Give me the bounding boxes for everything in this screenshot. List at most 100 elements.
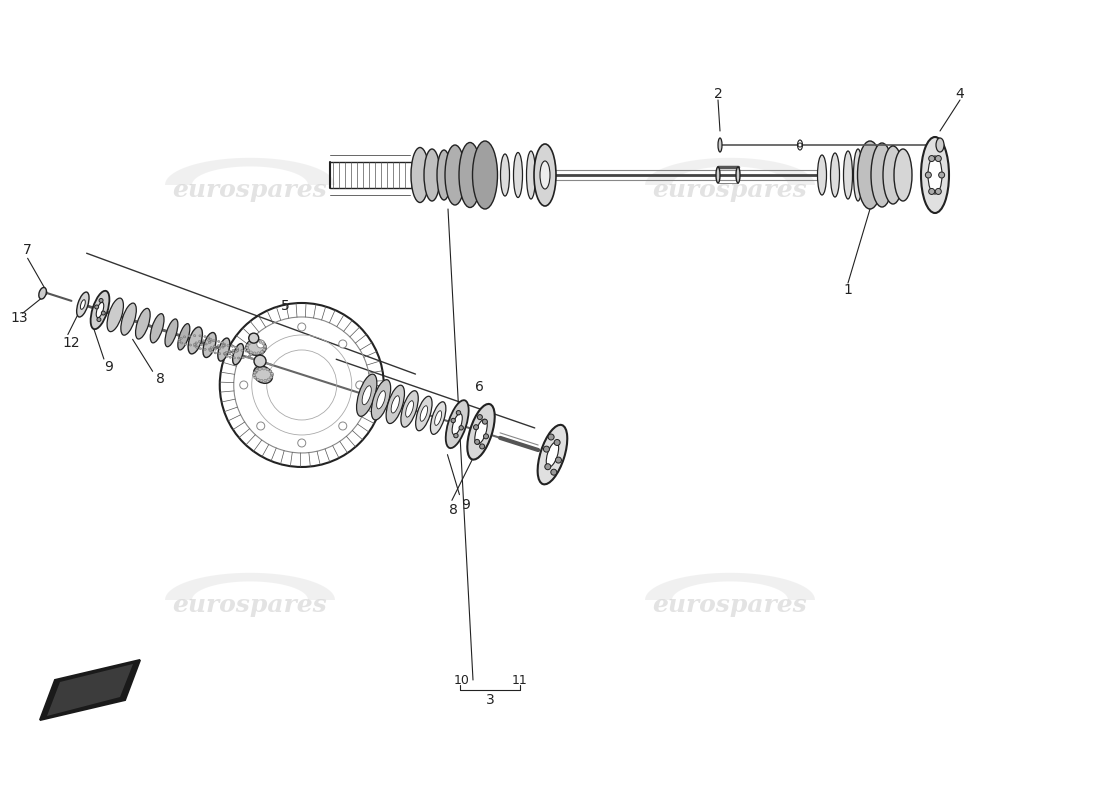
Circle shape [240, 381, 248, 389]
Polygon shape [165, 573, 336, 600]
Ellipse shape [224, 354, 227, 356]
Ellipse shape [844, 151, 852, 199]
Ellipse shape [194, 345, 196, 347]
Ellipse shape [96, 302, 103, 318]
Ellipse shape [208, 339, 210, 342]
Ellipse shape [255, 340, 258, 342]
Text: eurospares: eurospares [652, 593, 807, 617]
Circle shape [339, 340, 346, 348]
Circle shape [925, 172, 932, 178]
Text: 9: 9 [461, 498, 470, 512]
Ellipse shape [411, 147, 429, 202]
Ellipse shape [716, 167, 720, 183]
Ellipse shape [213, 340, 216, 342]
Ellipse shape [256, 378, 260, 381]
Ellipse shape [234, 346, 236, 348]
Circle shape [355, 381, 364, 389]
Ellipse shape [262, 342, 265, 345]
Ellipse shape [39, 287, 46, 299]
Ellipse shape [210, 346, 212, 349]
Circle shape [473, 425, 478, 430]
Ellipse shape [459, 142, 481, 207]
Ellipse shape [260, 379, 263, 382]
Ellipse shape [223, 353, 225, 354]
Circle shape [339, 422, 346, 430]
Ellipse shape [236, 349, 239, 351]
Ellipse shape [268, 370, 272, 373]
Circle shape [101, 311, 106, 315]
Ellipse shape [80, 300, 86, 310]
Ellipse shape [209, 350, 211, 351]
Ellipse shape [264, 346, 266, 349]
Circle shape [95, 305, 99, 309]
Ellipse shape [236, 350, 239, 351]
Text: 1: 1 [844, 283, 852, 297]
Ellipse shape [420, 406, 428, 422]
Ellipse shape [208, 337, 210, 339]
Circle shape [298, 323, 306, 331]
Circle shape [249, 333, 258, 343]
Ellipse shape [227, 345, 229, 346]
Text: 8: 8 [450, 503, 459, 518]
Ellipse shape [386, 385, 405, 423]
Ellipse shape [77, 292, 89, 317]
Text: 3: 3 [485, 693, 494, 707]
Ellipse shape [178, 341, 180, 342]
Ellipse shape [228, 353, 230, 354]
Circle shape [298, 439, 306, 447]
Ellipse shape [249, 342, 251, 344]
Ellipse shape [204, 348, 206, 350]
Circle shape [484, 434, 488, 439]
Ellipse shape [252, 340, 254, 343]
Circle shape [451, 418, 455, 422]
Ellipse shape [264, 379, 267, 382]
Ellipse shape [245, 346, 249, 349]
Ellipse shape [214, 352, 217, 354]
Ellipse shape [209, 349, 211, 350]
Circle shape [928, 155, 935, 162]
Ellipse shape [214, 348, 217, 350]
Circle shape [928, 189, 935, 194]
Ellipse shape [242, 357, 244, 358]
Text: 12: 12 [62, 335, 79, 350]
Ellipse shape [514, 153, 522, 198]
Circle shape [938, 172, 945, 178]
Ellipse shape [475, 419, 487, 444]
Ellipse shape [232, 350, 234, 351]
Text: 2: 2 [714, 87, 723, 101]
Ellipse shape [196, 346, 198, 349]
Circle shape [99, 298, 103, 302]
Ellipse shape [199, 335, 201, 337]
Ellipse shape [936, 138, 944, 152]
Ellipse shape [270, 376, 273, 378]
Ellipse shape [90, 291, 109, 329]
Ellipse shape [229, 356, 231, 358]
Text: 10: 10 [454, 674, 470, 687]
Ellipse shape [165, 319, 178, 346]
Ellipse shape [260, 341, 262, 343]
Ellipse shape [180, 337, 183, 339]
Circle shape [556, 457, 561, 463]
Ellipse shape [218, 345, 220, 346]
Ellipse shape [858, 141, 882, 209]
Ellipse shape [204, 333, 216, 358]
Ellipse shape [798, 140, 803, 150]
Ellipse shape [250, 351, 252, 354]
Ellipse shape [372, 380, 390, 420]
Ellipse shape [178, 324, 190, 350]
Circle shape [453, 434, 458, 438]
Ellipse shape [205, 343, 207, 345]
Ellipse shape [184, 336, 186, 338]
Ellipse shape [854, 149, 862, 201]
Ellipse shape [468, 404, 495, 459]
Circle shape [456, 410, 461, 415]
Ellipse shape [254, 366, 273, 383]
Ellipse shape [400, 390, 418, 427]
Ellipse shape [538, 425, 568, 484]
Ellipse shape [178, 338, 180, 341]
Ellipse shape [246, 349, 250, 351]
Text: 9: 9 [104, 360, 113, 374]
Ellipse shape [430, 402, 446, 434]
Ellipse shape [213, 346, 216, 347]
Circle shape [256, 340, 265, 348]
